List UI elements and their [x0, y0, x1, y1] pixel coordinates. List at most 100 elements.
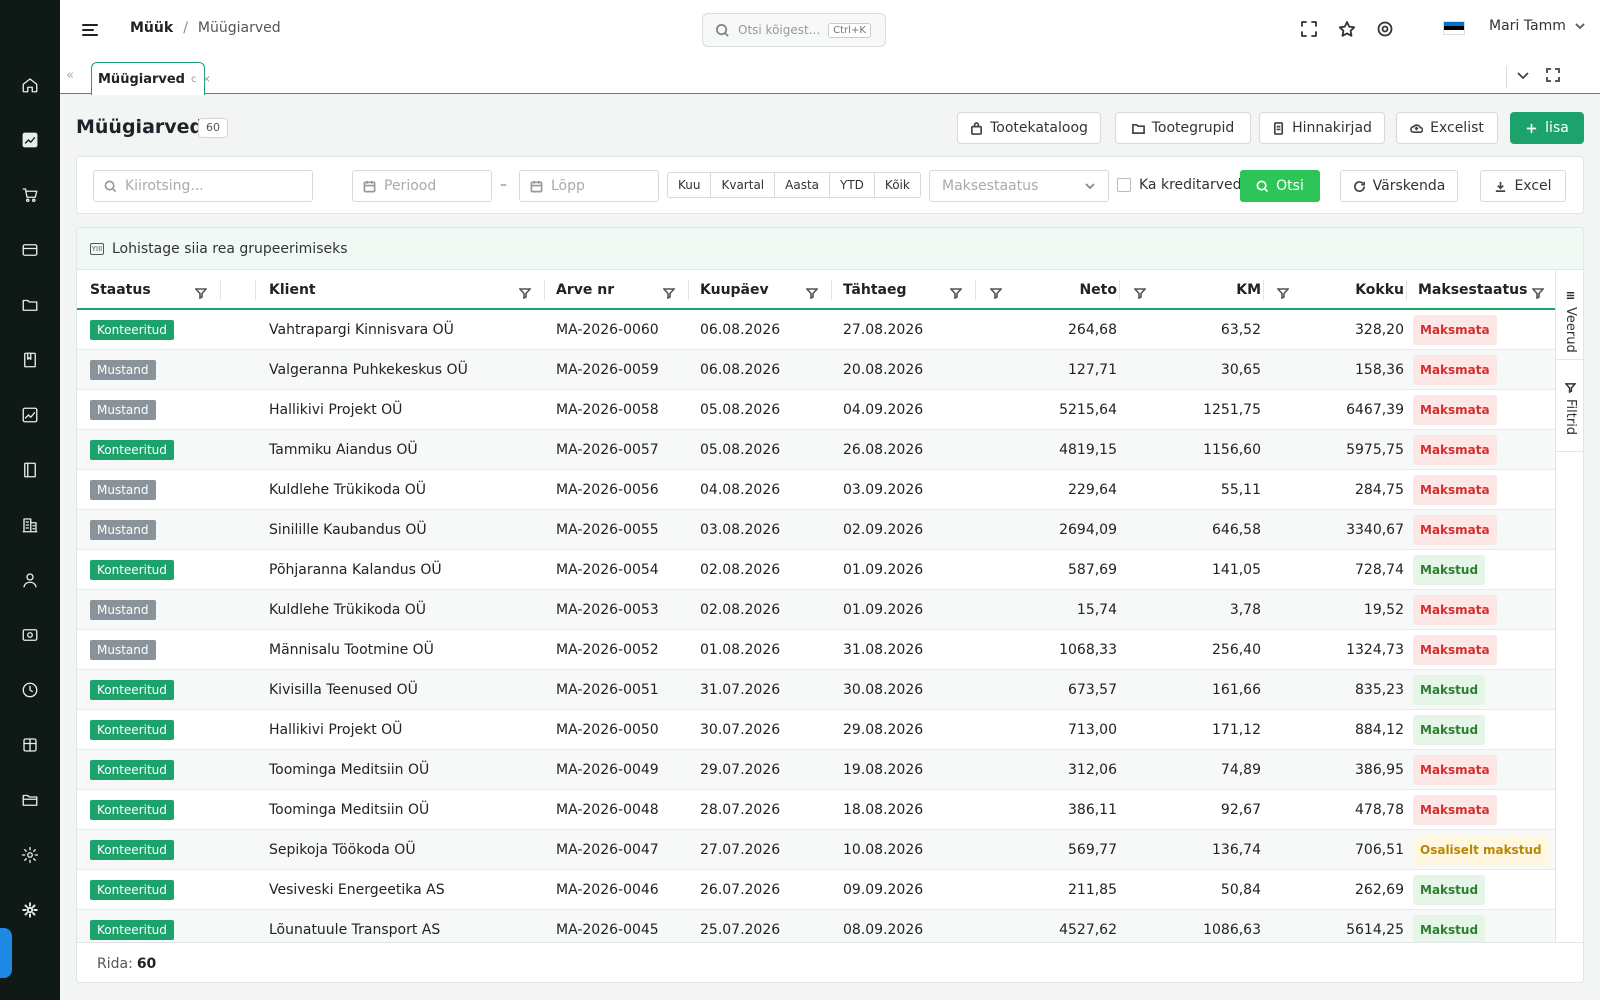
table-row[interactable]: Mustand Sinilille Kaubandus OÜ MA-2026-005… — [77, 510, 1555, 550]
invoice-cell[interactable]: MA-2026-0057 — [556, 442, 659, 458]
col-header-status[interactable]: Staatus — [90, 282, 151, 298]
payment-status-select[interactable]: Maksestaatus — [929, 170, 1109, 202]
column-separator[interactable] — [1263, 280, 1264, 300]
table-row[interactable]: Konteeritud Kivisilla Teenused OÜ MA-2026-… — [77, 670, 1555, 710]
excel-import-button[interactable]: Excelist — [1396, 112, 1498, 144]
range-all-button[interactable]: Kõik — [884, 178, 910, 192]
period-end-input[interactable] — [551, 178, 651, 194]
col-header-client[interactable]: Klient — [269, 282, 316, 298]
invoice-cell[interactable]: MA-2026-0049 — [556, 762, 659, 778]
filter-icon[interactable] — [949, 284, 963, 300]
col-header-vat[interactable]: KM — [1236, 282, 1261, 298]
clock-icon[interactable] — [18, 678, 42, 702]
table-row[interactable]: Mustand Männisalu Tootmine OÜ MA-2026-0052… — [77, 630, 1555, 670]
filter-icon[interactable] — [1531, 284, 1545, 300]
invoice-cell[interactable]: MA-2026-0045 — [556, 922, 659, 938]
table-row[interactable]: Konteeritud Toominga Meditsiin OÜ MA-2026-… — [77, 750, 1555, 790]
maximize-icon[interactable] — [1546, 68, 1560, 82]
col-header-net[interactable]: Neto — [1079, 282, 1117, 298]
column-separator[interactable] — [220, 280, 221, 300]
search-button[interactable]: Otsi — [1240, 170, 1320, 202]
star-icon[interactable] — [1338, 20, 1358, 40]
table-row[interactable]: Konteeritud Hallikivi Projekt OÜ MA-2026-0… — [77, 710, 1555, 750]
col-header-date[interactable]: Kuupäev — [700, 282, 769, 298]
tab-close-icon[interactable]: × — [202, 73, 211, 85]
credit-invoices-checkbox[interactable]: Ka kreditarved — [1117, 177, 1242, 193]
book-icon[interactable] — [18, 348, 42, 372]
fullscreen-icon[interactable] — [1300, 20, 1320, 40]
invoice-cell[interactable]: MA-2026-0058 — [556, 402, 659, 418]
invoice-cell[interactable]: MA-2026-0051 — [556, 682, 659, 698]
quick-search-field[interactable] — [93, 170, 313, 202]
col-header-payment[interactable]: Maksestaatus — [1418, 282, 1528, 298]
invoice-cell[interactable]: MA-2026-0050 — [556, 722, 659, 738]
product-catalog-button[interactable]: Tootekataloog — [957, 112, 1101, 144]
invoice-cell[interactable]: MA-2026-0054 — [556, 562, 659, 578]
collapse-left-icon[interactable]: « — [66, 68, 74, 83]
group-by-drop-zone[interactable]: YIII Lohistage siia rea grupeerimiseks — [77, 228, 1583, 270]
col-header-invoice[interactable]: Arve nr — [556, 282, 615, 298]
column-separator[interactable] — [1406, 280, 1407, 300]
pricelists-button[interactable]: Hinnakirjad — [1259, 112, 1385, 144]
global-search[interactable]: Otsi kõigest... Ctrl+K — [702, 13, 886, 47]
filter-icon[interactable] — [518, 284, 532, 300]
filter-icon[interactable] — [662, 284, 676, 300]
excel-export-button[interactable]: Excel — [1480, 170, 1566, 202]
table-row[interactable]: Konteeritud Tammiku Aiandus OÜ MA-2026-005… — [77, 430, 1555, 470]
filters-panel-tab[interactable]: Filtrid — [1556, 382, 1583, 452]
period-end-field[interactable] — [519, 170, 659, 202]
column-separator[interactable] — [255, 280, 256, 300]
invoice-cell[interactable]: MA-2026-0053 — [556, 602, 659, 618]
column-separator[interactable] — [688, 280, 689, 300]
invoice-cell[interactable]: MA-2026-0056 — [556, 482, 659, 498]
columns-panel-tab[interactable]: Veerud — [1556, 290, 1583, 360]
table-row[interactable]: Konteeritud Vesiveski Energeetika AS MA-20… — [77, 870, 1555, 910]
filter-icon[interactable] — [194, 284, 208, 300]
invoice-cell[interactable]: MA-2026-0052 — [556, 642, 659, 658]
product-groups-button[interactable]: Tootegrupid — [1115, 112, 1251, 144]
settings-icon[interactable] — [1376, 20, 1396, 40]
estonian-flag-icon[interactable] — [1443, 21, 1465, 35]
menu-toggle-icon[interactable] — [80, 20, 100, 40]
invoice-cell[interactable]: MA-2026-0055 — [556, 522, 659, 538]
table-row[interactable]: Mustand Kuldlehe Trükikoda OÜ MA-2026-0056… — [77, 470, 1555, 510]
range-ytd-button[interactable]: YTD — [830, 173, 875, 197]
gear-icon[interactable] — [18, 843, 42, 867]
refresh-button[interactable]: Värskenda — [1340, 170, 1458, 202]
column-separator[interactable] — [831, 280, 832, 300]
tab-muugiarved[interactable]: Müügiarved c × — [91, 62, 211, 95]
table-row[interactable]: Konteeritud Toominga Meditsiin OÜ MA-2026-… — [77, 790, 1555, 830]
ledger-icon[interactable] — [18, 458, 42, 482]
chevron-down-icon[interactable] — [1516, 68, 1530, 82]
trend-icon[interactable] — [18, 403, 42, 427]
help-tab[interactable] — [0, 928, 12, 978]
range-year-button[interactable]: Aasta — [775, 173, 831, 197]
tab-refresh-icon[interactable]: c — [191, 73, 197, 85]
table-row[interactable]: Mustand Valgeranna Puhkekeskus OÜ MA-2026-… — [77, 350, 1555, 390]
invoice-cell[interactable]: MA-2026-0059 — [556, 362, 659, 378]
range-quarter-button[interactable]: Kvartal — [711, 173, 776, 197]
user-icon[interactable] — [18, 568, 42, 592]
card-icon[interactable] — [18, 238, 42, 262]
folder-icon[interactable] — [18, 293, 42, 317]
col-header-due[interactable]: Tähtaeg — [843, 282, 907, 298]
gear-bold-icon[interactable] — [18, 898, 42, 922]
filter-icon[interactable] — [989, 284, 1003, 300]
table-row[interactable]: Konteeritud Sepikoja Töökoda OÜ MA-2026-00… — [77, 830, 1555, 870]
table-row[interactable]: Konteeritud Vahtrapargi Kinnisvara OÜ MA-2… — [77, 310, 1555, 350]
filter-icon[interactable] — [1133, 284, 1147, 300]
wallet-icon[interactable] — [18, 623, 42, 647]
add-invoice-button[interactable]: lisa — [1510, 112, 1584, 144]
package-icon[interactable] — [18, 733, 42, 757]
invoice-cell[interactable]: MA-2026-0047 — [556, 842, 659, 858]
period-start-field[interactable] — [352, 170, 492, 202]
breadcrumb-section[interactable]: Müük — [130, 20, 174, 36]
table-row[interactable]: Konteeritud Põhjaranna Kalandus OÜ MA-2026… — [77, 550, 1555, 590]
column-separator[interactable] — [1119, 280, 1120, 300]
filter-icon[interactable] — [805, 284, 819, 300]
invoice-cell[interactable]: MA-2026-0060 — [556, 322, 659, 338]
invoice-cell[interactable]: MA-2026-0048 — [556, 802, 659, 818]
column-separator[interactable] — [975, 280, 976, 300]
quick-search-input[interactable] — [125, 178, 285, 194]
period-start-input[interactable] — [384, 178, 484, 194]
